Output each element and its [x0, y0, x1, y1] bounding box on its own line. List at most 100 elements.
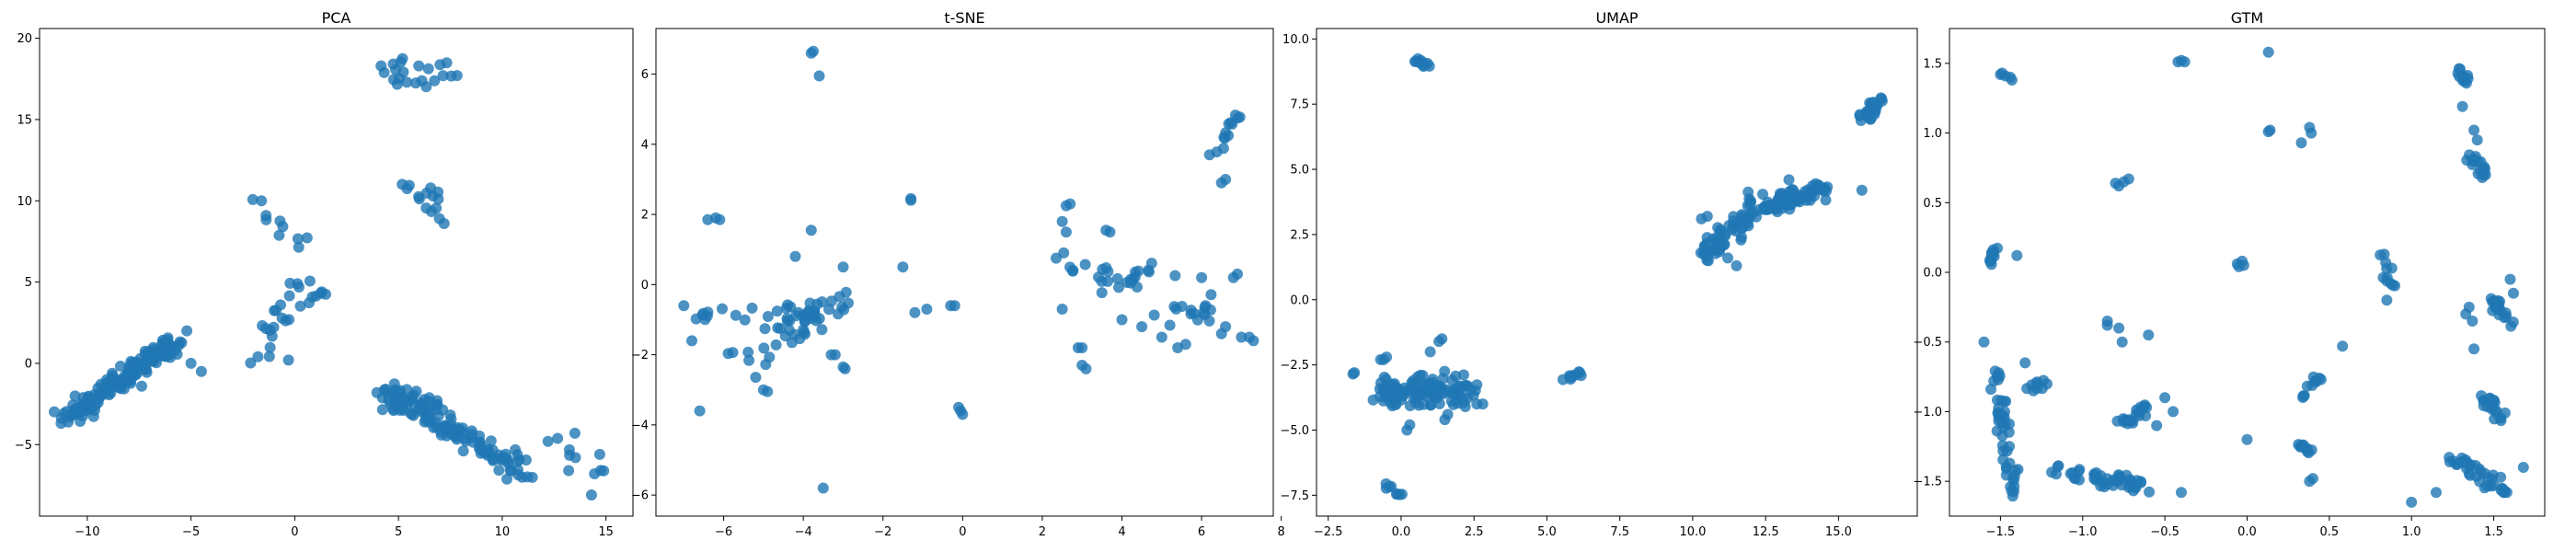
scatter-point [423, 414, 435, 426]
scatter-point [2469, 151, 2481, 163]
y-tick-label: 10.0 [1282, 33, 1309, 47]
scatter-point [504, 465, 516, 477]
scatter-point [260, 213, 272, 225]
y-tick-label: −2.5 [1280, 359, 1309, 373]
scatter-point [909, 306, 921, 318]
scatter-point [1223, 130, 1235, 142]
scatter-point [813, 70, 825, 82]
x-tick-label: 1.0 [2402, 525, 2421, 539]
scatter-point [714, 213, 726, 225]
scatter-point [563, 465, 575, 477]
y-tick-label: −6 [631, 489, 649, 503]
scatter-point [829, 349, 841, 361]
scatter-point [1404, 400, 1416, 411]
scatter-point [1865, 113, 1876, 125]
scatter-point [493, 465, 505, 477]
scatter-point [397, 405, 409, 416]
scatter-point [185, 357, 197, 369]
x-tick-label: −10 [75, 525, 99, 539]
y-tick-label: −5.0 [1280, 424, 1309, 438]
scatter-point [280, 315, 292, 327]
scatter-point [1164, 319, 1176, 331]
scatter-point [2463, 301, 2475, 313]
panel-gtm-axes: −1.5 −1.0 −0.5 0.0 0.5 1.0 1.5 −1.5 −1.0 −0.5 0.0 0… [1913, 57, 2503, 539]
scatter-point [1236, 331, 1248, 343]
scatter-point [2028, 385, 2040, 397]
scatter-point [1113, 282, 1124, 293]
scatter-point [1227, 271, 1239, 283]
scatter-point [445, 413, 457, 425]
scatter-point [593, 448, 605, 460]
scatter-point [2468, 124, 2480, 136]
scatter-point [293, 282, 305, 293]
x-tick-label: 0 [959, 525, 966, 539]
scatter-point [1856, 184, 1868, 196]
scatter-point [1415, 385, 1427, 397]
scatter-point [1169, 270, 1181, 282]
scatter-point [1116, 314, 1128, 326]
scatter-point [247, 193, 259, 205]
scatter-point [2375, 249, 2386, 261]
scatter-point [2122, 418, 2133, 430]
y-tick-label: 0 [641, 279, 649, 293]
x-tick-label: 1.5 [2484, 525, 2503, 539]
scatter-point [1715, 224, 1727, 236]
panel-pca-axes: −10 −5 0 5 10 15 −5 0 5 10 15 20 [15, 32, 614, 539]
scatter-point [263, 351, 275, 362]
scatter-point [134, 361, 146, 373]
scatter-point [2377, 271, 2389, 283]
scatter-point [1722, 252, 1733, 264]
scatter-point [742, 346, 754, 358]
scatter-point [2306, 127, 2317, 139]
scatter-point [2406, 496, 2418, 508]
scatter-point [764, 351, 776, 363]
scatter-point [2008, 486, 2019, 498]
panel-umap-frame [1316, 28, 1918, 517]
scatter-point [2262, 126, 2274, 138]
y-tick-label: 7.5 [1290, 98, 1309, 112]
scatter-point [1093, 271, 1104, 283]
scatter-point [1203, 315, 1215, 327]
scatter-point [2501, 487, 2513, 499]
scatter-point [522, 471, 534, 483]
scatter-point [775, 323, 786, 334]
scatter-point [569, 427, 581, 439]
scatter-point [389, 384, 401, 396]
scatter-point [799, 327, 811, 339]
scatter-point [284, 277, 296, 289]
scatter-point [598, 465, 610, 477]
scatter-point [1220, 321, 1232, 333]
x-tick-label: 5 [395, 525, 402, 539]
scatter-point [739, 314, 751, 326]
panel-pca-points [49, 52, 610, 500]
x-tick-label: −5 [182, 525, 200, 539]
x-tick-label: 5.0 [1537, 525, 1557, 539]
scatter-point [1751, 211, 1762, 223]
scatter-point [2504, 273, 2516, 285]
scatter-point [2116, 336, 2128, 348]
y-tick-label: −0.5 [1913, 336, 1942, 350]
scatter-point [1136, 321, 1148, 333]
scatter-point [1374, 353, 1386, 365]
scatter-point [1215, 177, 1227, 189]
panel-tsne-frame [655, 28, 1274, 517]
y-tick-label: 2 [641, 209, 649, 223]
scatter-point [1056, 304, 1068, 315]
scatter-point [157, 336, 169, 348]
scatter-point [2131, 404, 2143, 416]
scatter-point [2168, 406, 2179, 418]
scatter-point [2127, 485, 2139, 497]
scatter-point [770, 339, 782, 351]
scatter-point [1744, 196, 1756, 208]
scatter-point [762, 385, 774, 397]
scatter-point [1563, 370, 1575, 382]
scatter-point [1399, 385, 1410, 397]
scatter-point [2144, 486, 2156, 498]
scatter-point [1820, 194, 1832, 206]
scatter-point [1450, 370, 1462, 382]
scatter-point [2052, 461, 2064, 473]
x-tick-label: 2 [1039, 525, 1046, 539]
scatter-point [1133, 265, 1144, 277]
x-tick-label: 0.0 [2237, 525, 2257, 539]
